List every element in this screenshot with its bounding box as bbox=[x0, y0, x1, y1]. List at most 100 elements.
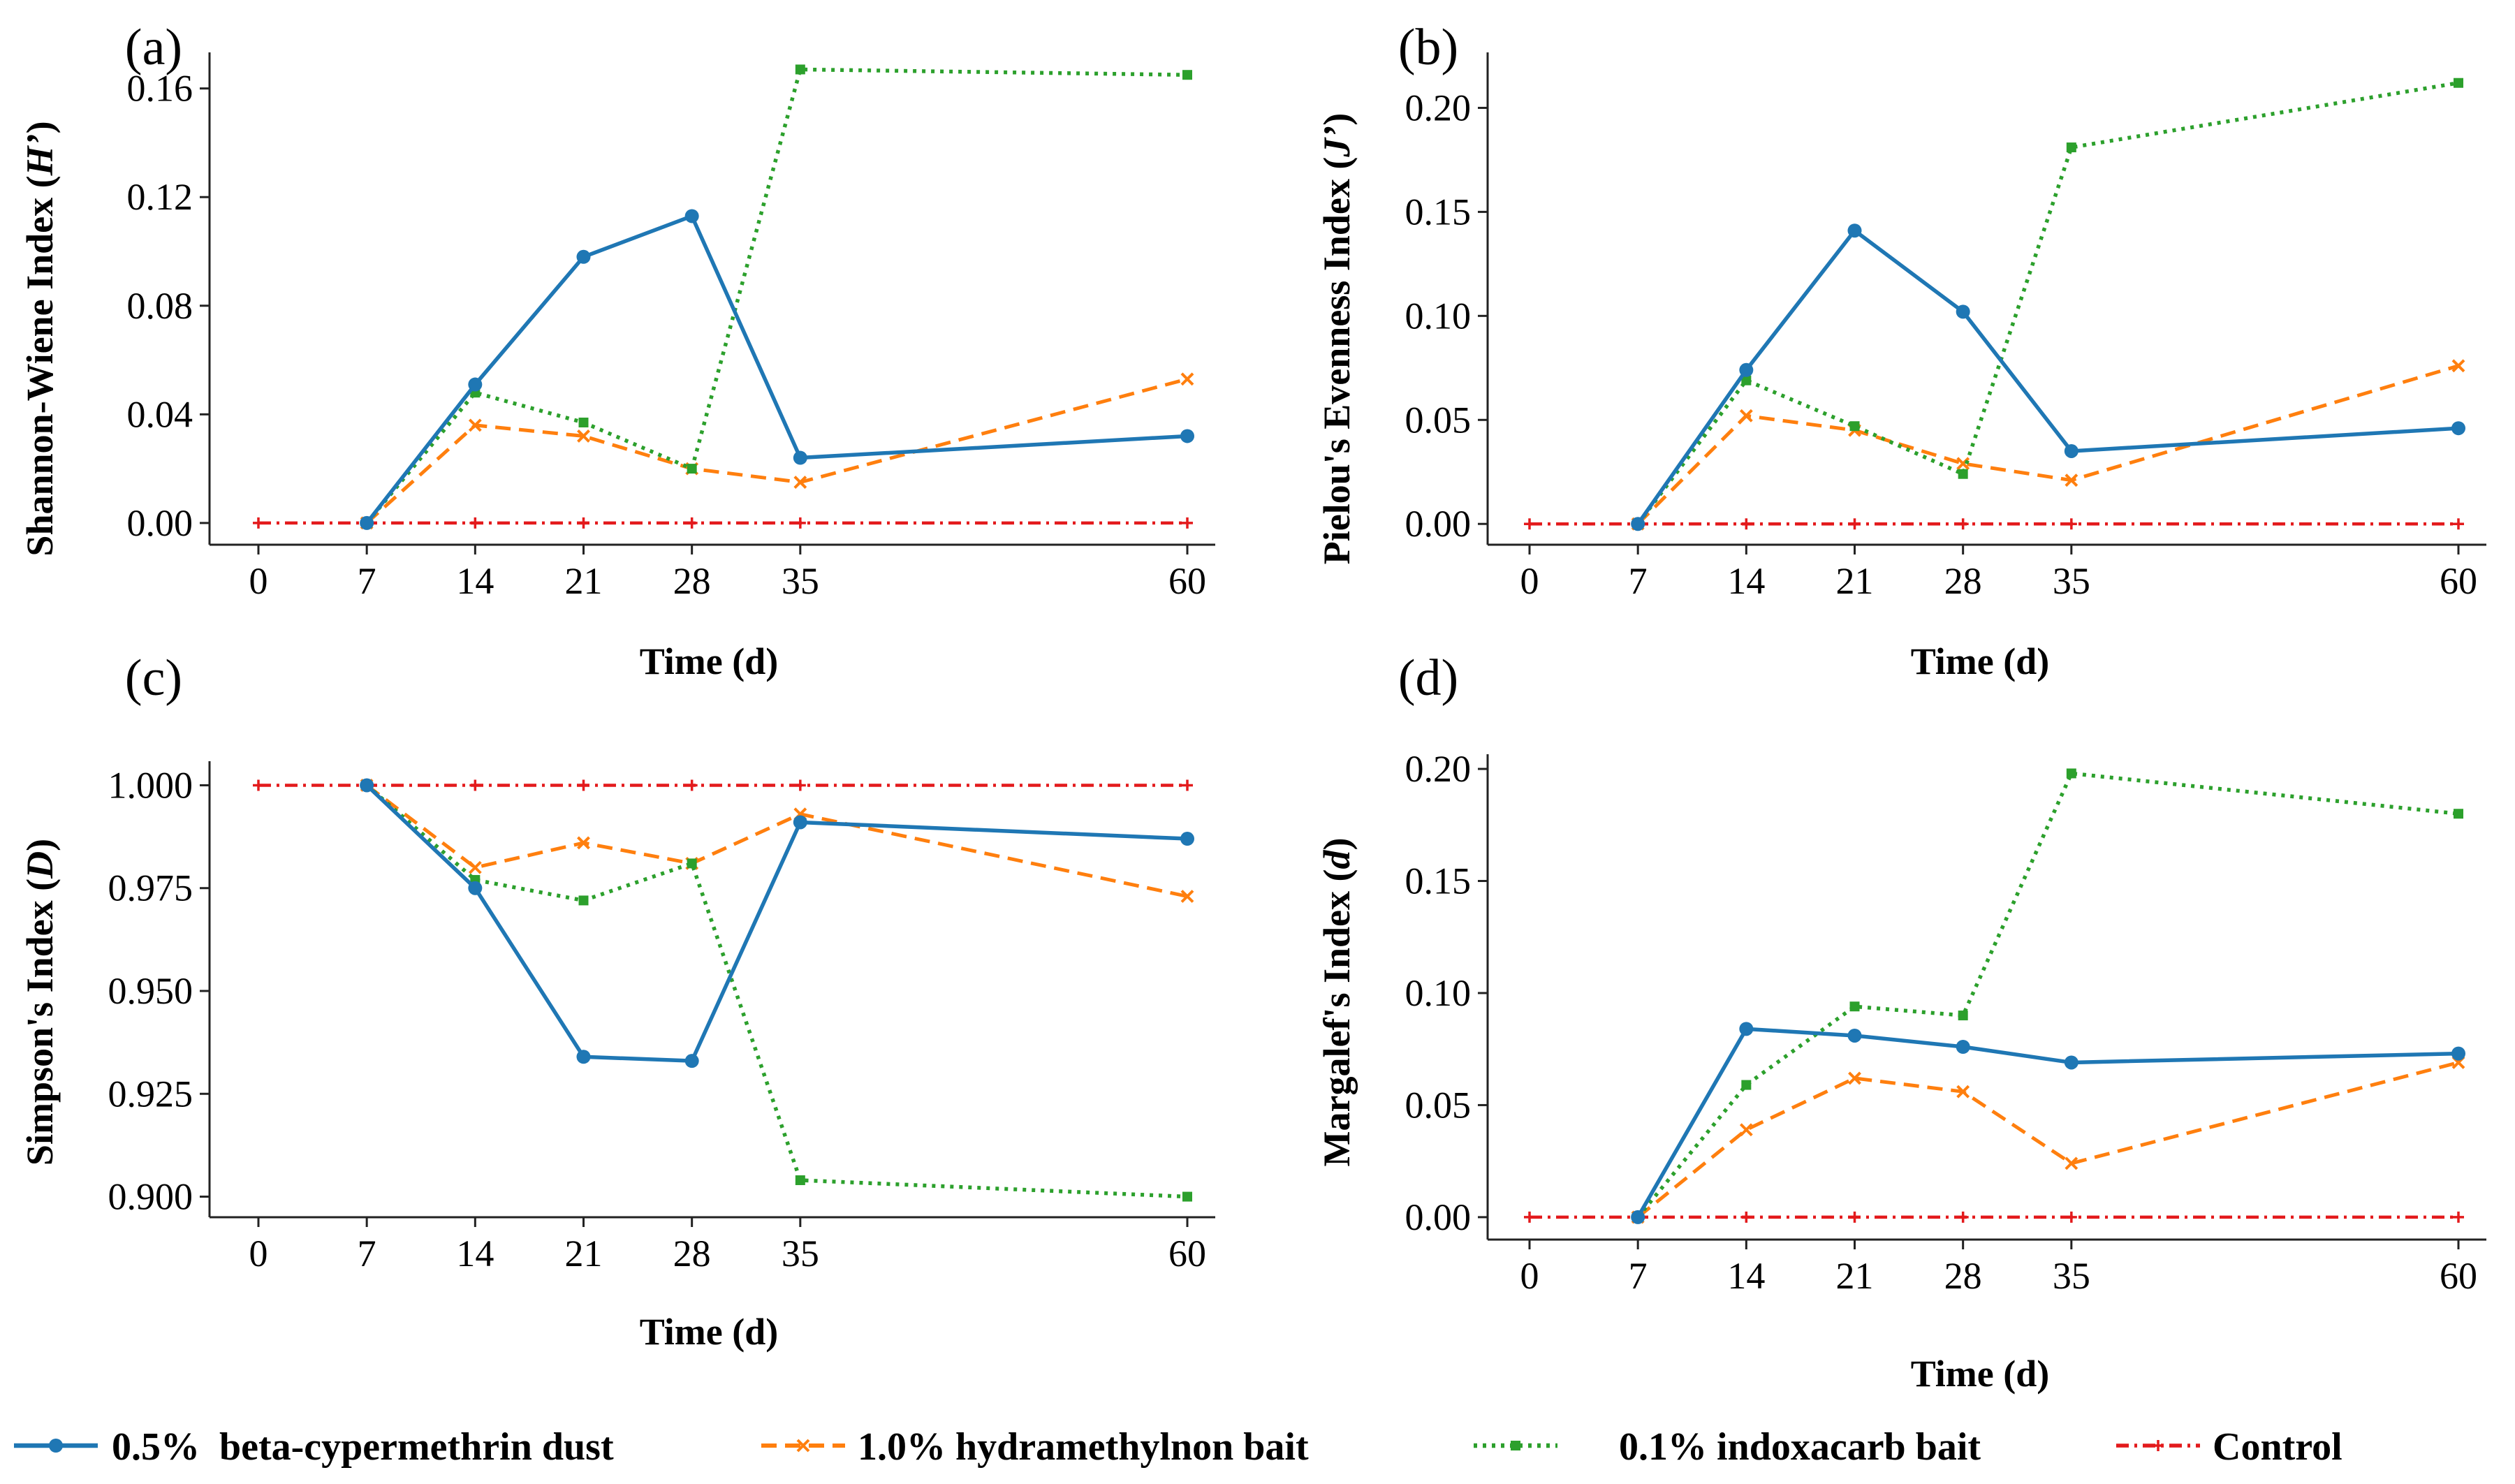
data-point bbox=[794, 779, 806, 791]
data-point bbox=[1957, 518, 1969, 530]
panel-b: 0.00 0.05 0.10 0.15 0.20 0 7 14 21 28 35 60 Time (d)… bbox=[1316, 19, 2486, 682]
data-point bbox=[1180, 372, 1194, 386]
legend-item-cypermethrin: 0.5% beta-cypermethrin dust bbox=[14, 1425, 614, 1469]
data-point bbox=[687, 858, 697, 869]
data-point bbox=[1740, 1211, 1752, 1223]
x-tick-label: 35 bbox=[2053, 1255, 2090, 1297]
y-tick-label: 0.05 bbox=[1405, 399, 1472, 441]
series-line bbox=[1636, 1027, 2459, 1219]
data-point bbox=[1180, 890, 1194, 903]
y-axis-title-symbol: J’ bbox=[1316, 126, 1358, 158]
data-point bbox=[1182, 70, 1192, 80]
data-point bbox=[2064, 1055, 2078, 1070]
x-tick-label: 7 bbox=[1629, 560, 1648, 602]
legend-item-hydramethylnon: 1.0% hydramethylnon bait bbox=[761, 1425, 1309, 1469]
data-point bbox=[1524, 518, 1535, 530]
data-point bbox=[577, 429, 590, 443]
x-tick-label: 28 bbox=[673, 1233, 711, 1274]
x-tick-label: 60 bbox=[2440, 1255, 2477, 1297]
data-point bbox=[2453, 1211, 2464, 1223]
x-tick-label: 28 bbox=[1944, 1255, 1982, 1297]
legend-marker bbox=[2153, 1440, 2164, 1451]
data-point bbox=[2066, 768, 2076, 779]
data-point bbox=[576, 1050, 591, 1064]
data-point bbox=[468, 881, 483, 895]
series-hydramethylnon bbox=[360, 372, 1194, 530]
data-point bbox=[1739, 362, 1754, 377]
series-hydramethylnon bbox=[1631, 1056, 2465, 1224]
y-axis-title-text: Simpson's Index ( bbox=[19, 879, 61, 1166]
data-point bbox=[794, 517, 806, 529]
legend-item-indoxacarb: 0.1% indoxacarb bait bbox=[1474, 1425, 1981, 1469]
data-point bbox=[1524, 1211, 1535, 1223]
data-point bbox=[793, 815, 807, 830]
data-point bbox=[2065, 1156, 2078, 1170]
y-tick-label: 0.16 bbox=[127, 68, 193, 110]
x-tick-label: 14 bbox=[456, 560, 494, 602]
y-tick-label: 0.15 bbox=[1405, 191, 1472, 233]
data-point bbox=[1180, 429, 1194, 443]
x-tick-label: 0 bbox=[249, 1233, 268, 1274]
data-point bbox=[1958, 1011, 1968, 1021]
series-indoxacarb bbox=[362, 780, 1192, 1202]
data-point bbox=[2065, 1211, 2077, 1223]
y-axis-title-close: ) bbox=[1316, 113, 1358, 126]
x-axis-title: Time (d) bbox=[1911, 640, 2050, 682]
series-control bbox=[1524, 518, 2464, 530]
legend-label: 1.0% hydramethylnon bait bbox=[858, 1425, 1309, 1469]
series-line bbox=[1636, 771, 2459, 1219]
legend-item-control: Control bbox=[2116, 1425, 2342, 1469]
x-tick-label: 60 bbox=[2440, 560, 2477, 602]
y-tick-label: 0.20 bbox=[1405, 87, 1472, 128]
y-axis-title-text: Margalef's Index ( bbox=[1316, 869, 1358, 1167]
panel-d: 0.00 0.05 0.10 0.15 0.20 0 7 14 21 28 35 60 Time (d)… bbox=[1316, 649, 2486, 1395]
y-axis-title-close: ) bbox=[19, 839, 61, 851]
y-axis-title-text: Shannon-Wiene Index ( bbox=[19, 175, 61, 556]
series-line bbox=[1636, 81, 2459, 525]
data-point bbox=[1847, 1028, 1862, 1043]
x-tick-label: 28 bbox=[673, 560, 711, 602]
data-point bbox=[2064, 443, 2078, 458]
series-indoxacarb bbox=[362, 64, 1192, 528]
data-point bbox=[1957, 1211, 1969, 1223]
data-point bbox=[1182, 1191, 1192, 1202]
data-point bbox=[793, 450, 807, 465]
series-control bbox=[253, 517, 1193, 529]
series-control bbox=[1524, 1211, 2464, 1223]
x-tick-label: 21 bbox=[1836, 1255, 1874, 1297]
x-tick-label: 0 bbox=[1520, 560, 1539, 602]
data-point bbox=[468, 377, 483, 392]
data-point bbox=[1847, 223, 1862, 238]
series-line bbox=[365, 784, 1188, 1199]
x-tick-label: 21 bbox=[1836, 560, 1874, 602]
y-tick-label: 1.000 bbox=[108, 764, 193, 806]
data-point bbox=[2454, 78, 2463, 88]
data-point bbox=[2453, 518, 2464, 530]
series-indoxacarb bbox=[1633, 78, 2463, 529]
y-tick-label: 0.12 bbox=[127, 176, 193, 218]
data-point bbox=[360, 778, 374, 793]
data-point bbox=[253, 517, 264, 529]
y-tick-label: 0.00 bbox=[1405, 503, 1472, 545]
x-tick-label: 0 bbox=[249, 560, 268, 602]
data-point bbox=[1849, 421, 1860, 432]
x-tick-label: 35 bbox=[782, 1233, 819, 1274]
x-tick-label: 7 bbox=[358, 560, 376, 602]
x-tick-label: 14 bbox=[1727, 560, 1765, 602]
data-point bbox=[687, 464, 697, 474]
data-point bbox=[2451, 421, 2465, 436]
legend-marker bbox=[1511, 1441, 1520, 1450]
data-point bbox=[1849, 1001, 1860, 1012]
series-cypermethrin bbox=[1631, 1022, 2465, 1224]
x-axis-title: Time (d) bbox=[640, 1311, 779, 1353]
data-point bbox=[578, 418, 589, 427]
y-axis-title-close: ) bbox=[19, 121, 61, 133]
panel-label: (b) bbox=[1398, 19, 1458, 76]
data-point bbox=[2065, 473, 2078, 487]
data-point bbox=[1848, 1071, 1861, 1085]
x-tick-label: 21 bbox=[565, 1233, 603, 1274]
series-cypermethrin bbox=[360, 209, 1194, 530]
x-axis-title: Time (d) bbox=[640, 640, 779, 682]
legend-label: 0.1% indoxacarb bait bbox=[1619, 1425, 1981, 1469]
